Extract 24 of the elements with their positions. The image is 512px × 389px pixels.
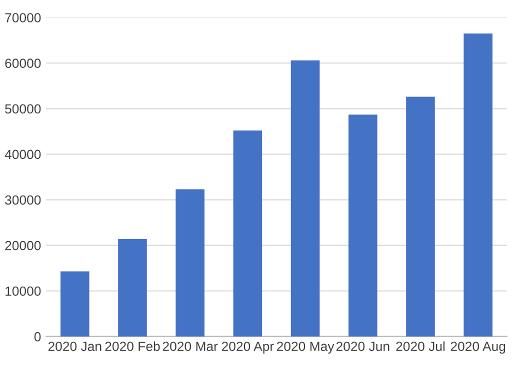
bar [233,130,262,336]
x-tick-label: 2020 Mar [162,342,218,352]
y-tick-label: 0 [34,332,41,342]
x-tick-label: 2020 May [276,342,334,354]
y-tick-label: 10000 [6,286,41,296]
x-tick-label: 2020 Jan [48,342,102,352]
y-tick-label: 40000 [4,150,41,160]
y-tick-label: 30000 [5,195,41,205]
y-tick-label: 50000 [5,104,41,114]
bar [290,60,320,336]
x-tick-label: 2020 Apr [222,342,274,354]
x-tick-label: 2020 Jul [396,341,445,352]
y-tick-label: 60000 [5,58,41,68]
x-tick-label: 2020 Jun [336,342,390,352]
bar [406,96,435,336]
y-tick-label: 70000 [5,13,41,22]
bar [176,189,204,336]
bar [348,114,378,336]
x-tick-label: 2020 Feb [105,341,160,352]
bar [60,271,90,336]
bar [464,33,492,336]
x-tick-label: 2020 Aug [450,342,506,354]
bar [118,238,147,336]
y-tick-label: 20000 [5,240,41,250]
